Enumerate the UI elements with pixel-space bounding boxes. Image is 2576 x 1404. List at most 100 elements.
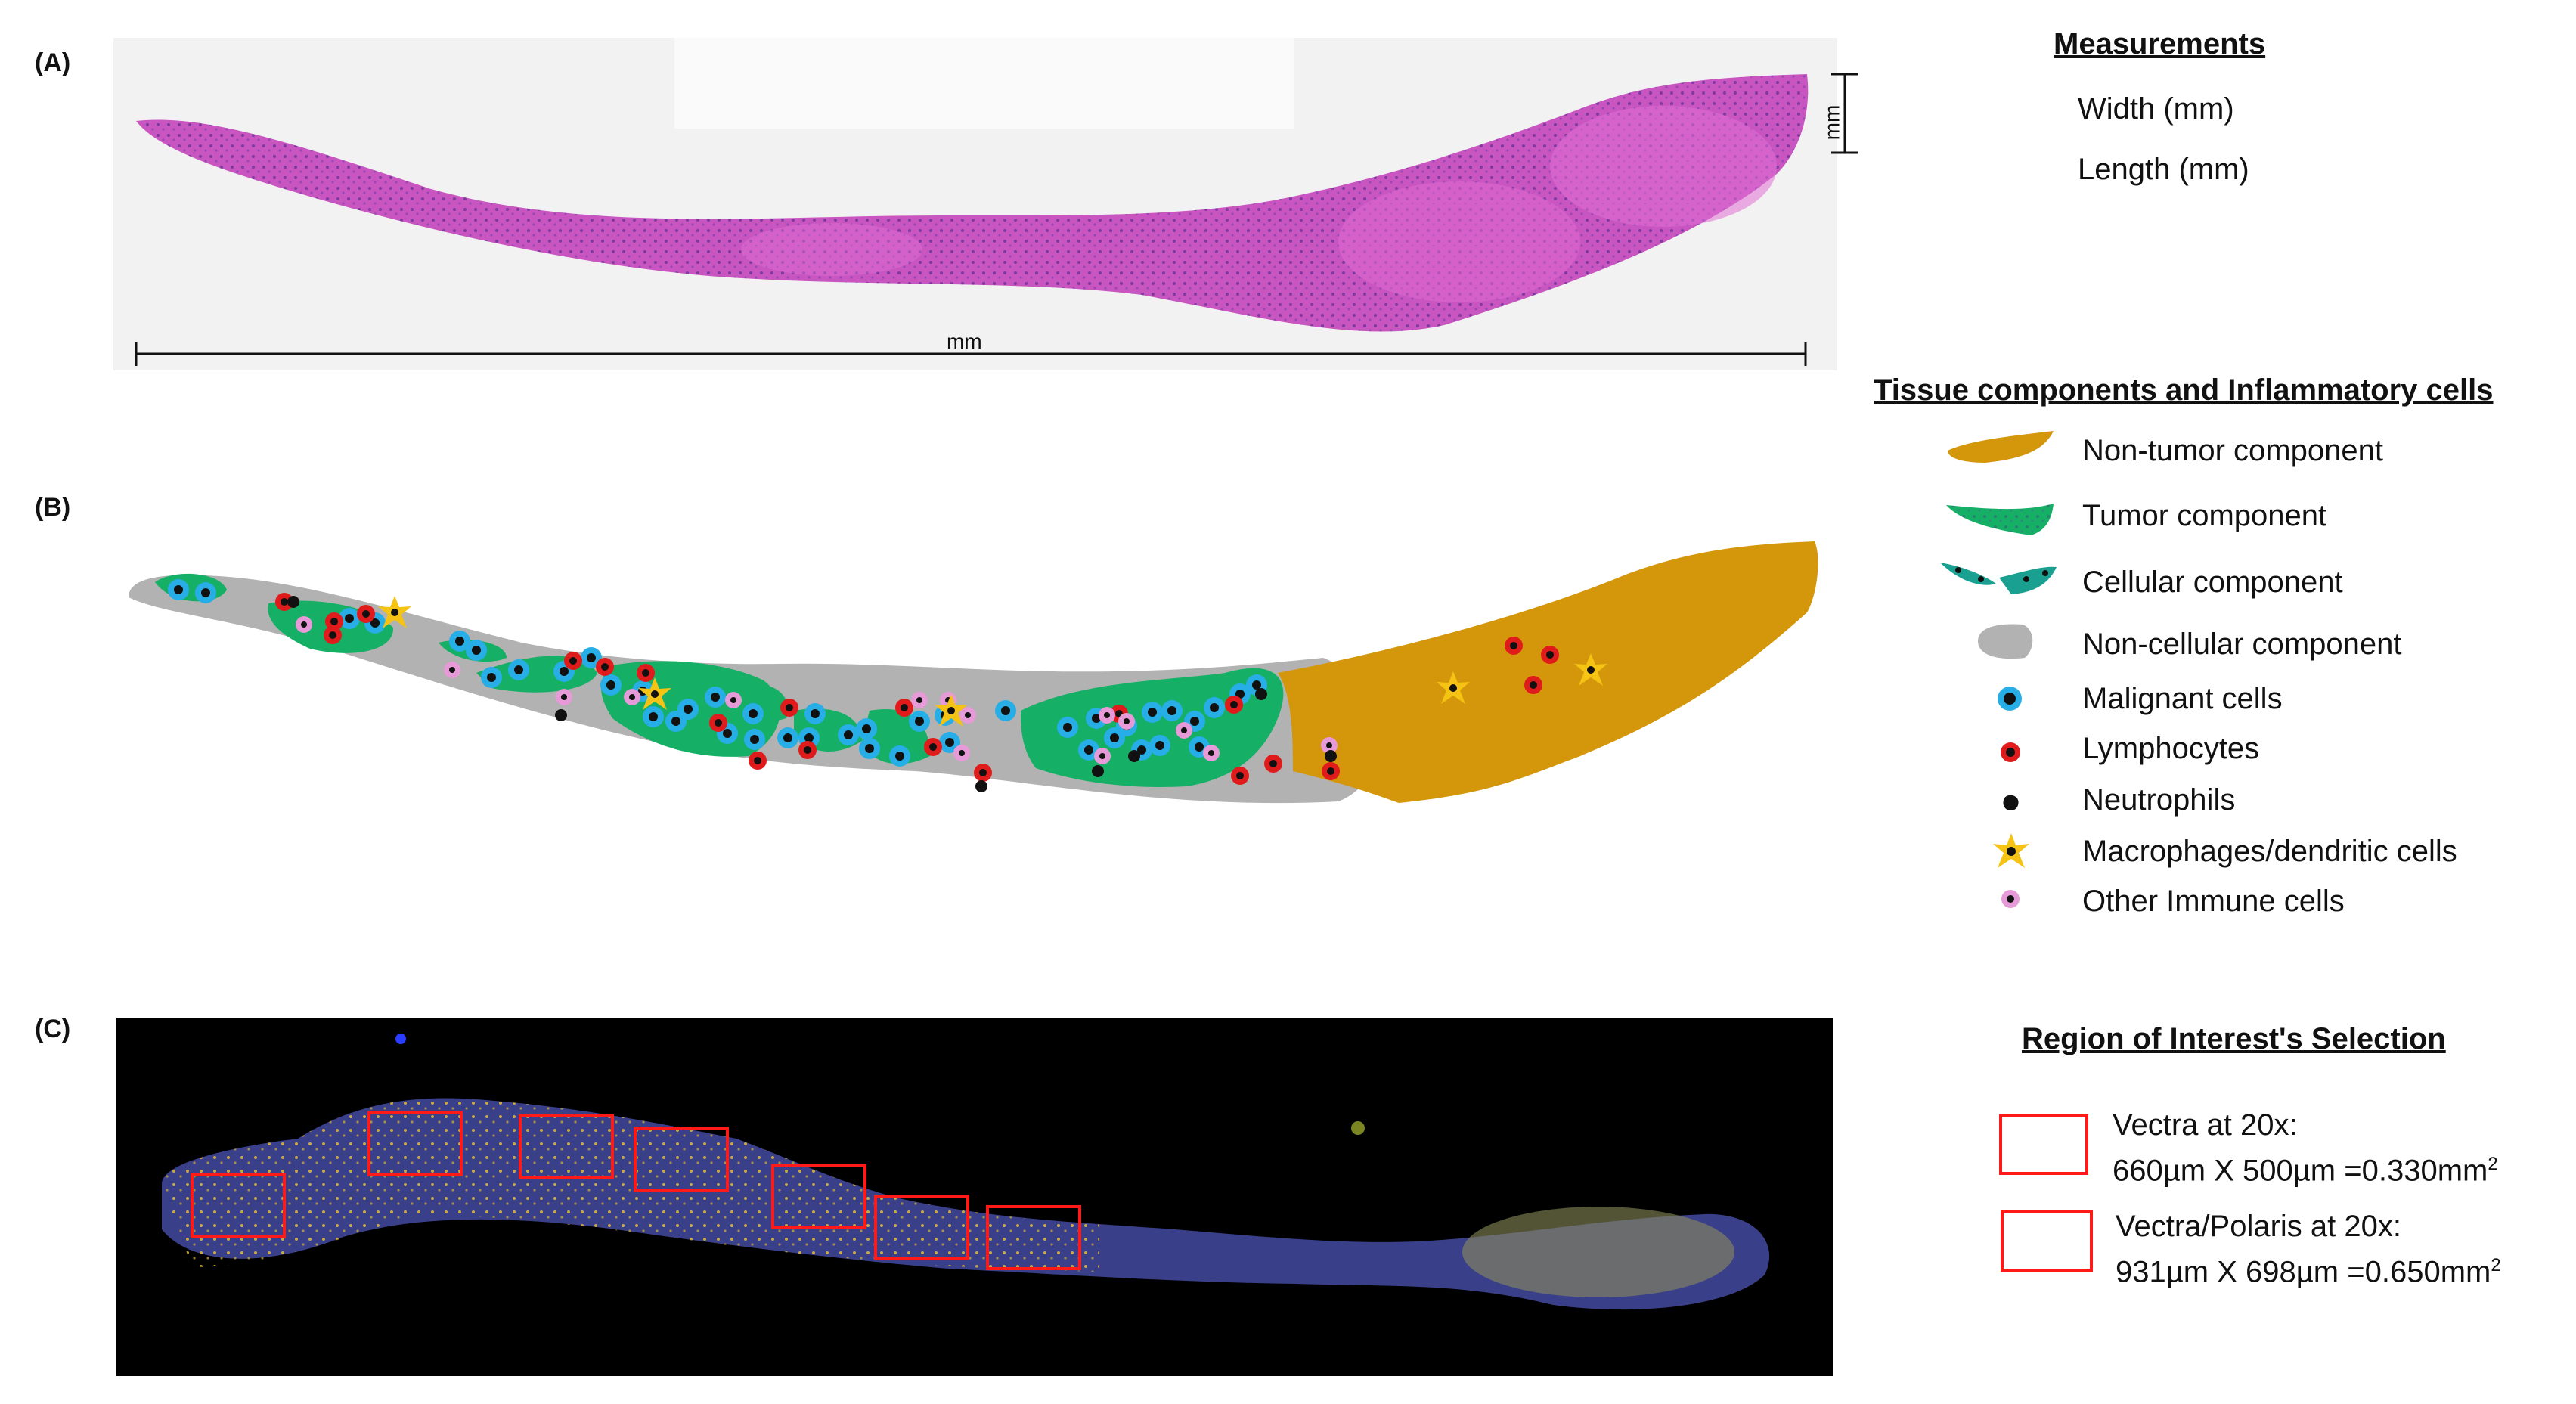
malignant-cell-marker xyxy=(643,706,664,727)
non-tumor-region xyxy=(1278,541,1818,803)
neutrophil-marker xyxy=(1325,750,1337,762)
malignant-cell-marker xyxy=(1204,697,1225,718)
legend-label-tumor: Tumor component xyxy=(2082,499,2327,532)
other-immune-cell-marker xyxy=(911,692,928,708)
malignant-cell-marker xyxy=(677,699,699,720)
roi-box xyxy=(367,1111,463,1176)
lymphocyte-marker xyxy=(1225,696,1243,714)
malignant-cell-marker xyxy=(1149,735,1170,756)
lymphocyte-marker xyxy=(1541,646,1559,664)
malignant-cell-marker xyxy=(909,711,930,732)
macrophage-marker xyxy=(378,596,411,628)
lymphocyte-marker xyxy=(596,658,614,676)
non-tumor-swatch xyxy=(1948,431,2054,463)
legend-label-non-cellular: Non-cellular component xyxy=(2082,628,2402,661)
other-immune-cell-marker xyxy=(1321,737,1338,754)
other-immune-cell-marker xyxy=(959,707,976,724)
roi-box xyxy=(874,1195,969,1260)
lymphocyte-marker xyxy=(749,752,767,770)
malignant-cell-marker xyxy=(705,687,726,708)
other-immune-cell-icon xyxy=(2001,890,2020,908)
malignant-cell-marker xyxy=(508,659,529,680)
macrophage-marker xyxy=(935,694,968,727)
legend-label-macrophages: Macrophages/dendritic cells xyxy=(2082,835,2457,868)
lymphocyte-marker xyxy=(1322,762,1340,780)
measurement-length: Length (mm) xyxy=(2078,153,2249,186)
lymphocyte-marker xyxy=(564,652,582,670)
malignant-cell-marker xyxy=(838,724,859,745)
panel-c-fluorescence-image xyxy=(116,1018,1833,1376)
malignant-cell-marker xyxy=(1057,717,1078,738)
lymphocyte-marker xyxy=(275,593,293,611)
other-immune-cell-marker xyxy=(725,692,742,708)
roi-polaris-line1: Vectra/Polaris at 20x: xyxy=(2116,1210,2401,1243)
malignant-cell-marker xyxy=(859,738,880,759)
neutrophil-marker xyxy=(1128,750,1140,762)
panel-b-label: (B) xyxy=(35,493,71,522)
malignant-cell-marker xyxy=(449,631,470,652)
malignant-cell-marker xyxy=(1142,702,1163,723)
roi-box xyxy=(634,1127,729,1192)
legend-label-neutrophils: Neutrophils xyxy=(2082,783,2236,817)
other-immune-cell-marker xyxy=(953,745,970,761)
neutrophil-marker xyxy=(555,709,567,721)
malignant-cell-marker xyxy=(339,608,360,629)
width-scale-bar xyxy=(1831,73,1858,154)
roi-vectra-line2: 660µm X 500µm =0.330mm2 xyxy=(2113,1154,2498,1188)
malignant-cell-icon xyxy=(1998,687,2022,711)
malignant-cell-marker xyxy=(889,745,910,767)
lymphocyte-marker xyxy=(924,738,942,756)
malignant-cell-marker xyxy=(481,667,502,688)
lymphocyte-marker xyxy=(709,714,727,732)
panel-a-label: (A) xyxy=(35,48,71,77)
neutrophil-marker xyxy=(975,780,987,792)
malignant-cell-marker xyxy=(742,703,764,724)
cellular-swatch xyxy=(1940,563,2057,594)
other-immune-cell-marker xyxy=(624,689,640,705)
roi-boxes xyxy=(191,1111,1081,1270)
malignant-cell-marker xyxy=(777,727,798,748)
roi-polaris-line2: 931µm X 698µm =0.650mm2 xyxy=(2116,1255,2501,1289)
lymphocyte-marker xyxy=(637,664,655,682)
malignant-cell-marker xyxy=(1078,739,1099,761)
macrophage-marker xyxy=(1437,671,1470,704)
lymphocyte-marker xyxy=(357,605,375,623)
roi-box xyxy=(771,1164,866,1229)
lymphocyte-marker xyxy=(895,699,913,717)
length-scale-label: mm xyxy=(947,330,982,353)
roi-legend-heading: Region of Interest's Selection xyxy=(2022,1022,2446,1055)
measurement-width: Width (mm) xyxy=(2078,92,2234,126)
malignant-cell-marker xyxy=(466,640,487,661)
lymphocyte-marker xyxy=(798,741,817,759)
malignant-cell-marker xyxy=(581,647,602,668)
lymphocyte-marker xyxy=(1505,637,1523,655)
width-scale-label: mm xyxy=(1820,104,1844,141)
other-immune-cell-marker xyxy=(444,662,460,678)
tissue-legend-heading: Tissue components and Inflammatory cells xyxy=(1874,373,2494,407)
other-immune-cell-marker xyxy=(1203,745,1220,761)
neutrophil-marker xyxy=(1255,688,1267,700)
non-cellular-swatch xyxy=(1978,624,2033,659)
macrophage-marker xyxy=(638,677,671,710)
malignant-cell-marker xyxy=(600,674,622,696)
malignant-cell-marker xyxy=(168,579,189,600)
lymphocyte-icon xyxy=(2001,742,2020,762)
tumor-swatch xyxy=(1946,504,2054,535)
legend-label-non-tumor: Non-tumor component xyxy=(2082,434,2383,467)
roi-vectra-swatch xyxy=(1999,1114,2088,1175)
roi-polaris-swatch xyxy=(2001,1210,2093,1272)
lymphocyte-marker xyxy=(1231,767,1249,785)
lymphocyte-marker xyxy=(1524,676,1542,694)
other-immune-cell-marker xyxy=(1176,722,1192,739)
malignant-cell-marker xyxy=(939,732,960,753)
roi-box xyxy=(986,1205,1081,1270)
legend-label-other-immune: Other Immune cells xyxy=(2082,885,2345,918)
malignant-cell-marker xyxy=(856,718,877,739)
roi-vectra-line1: Vectra at 20x: xyxy=(2113,1108,2298,1142)
lymphocyte-marker xyxy=(780,699,798,717)
measurements-heading: Measurements xyxy=(2054,27,2266,60)
legend-label-malignant: Malignant cells xyxy=(2082,682,2283,715)
other-immune-cell-marker xyxy=(296,616,312,633)
macrophage-marker xyxy=(1574,653,1607,686)
roi-box xyxy=(519,1114,614,1179)
